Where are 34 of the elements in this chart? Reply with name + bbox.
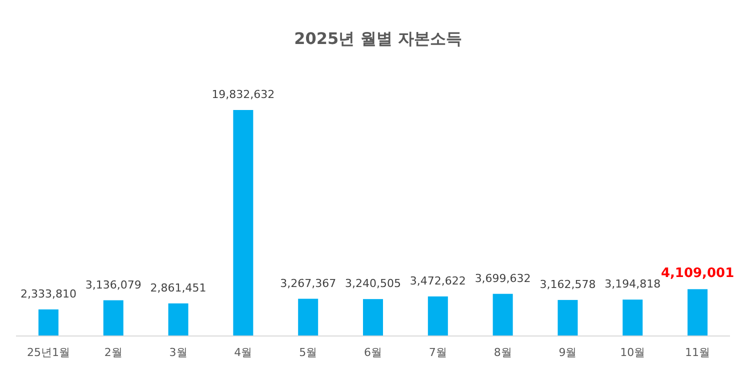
chart-title: 2025년 월별 자본소득 <box>294 29 462 48</box>
x-tick-label: 3월 <box>169 346 188 359</box>
bar <box>103 300 124 336</box>
data-label: 4,109,001 <box>660 266 734 282</box>
bar <box>233 110 254 336</box>
bar <box>38 309 58 336</box>
bar <box>688 289 708 336</box>
x-tick-label: 10월 <box>620 346 646 359</box>
data-label: 3,136,079 <box>85 278 142 292</box>
x-tick-label: 6월 <box>364 346 382 359</box>
x-tick-label: 9월 <box>558 346 577 359</box>
bar <box>428 296 448 336</box>
bar <box>558 300 578 336</box>
data-label: 3,472,622 <box>410 274 466 288</box>
bar <box>622 300 643 336</box>
bar <box>298 298 318 336</box>
data-label: 3,267,367 <box>280 276 336 290</box>
data-label: 3,240,505 <box>345 277 401 290</box>
x-tick-label: 8월 <box>494 346 512 359</box>
x-tick-label: 5월 <box>299 346 318 359</box>
data-label: 3,699,632 <box>474 272 531 285</box>
data-label: 2,333,810 <box>20 287 76 300</box>
bar <box>363 299 383 336</box>
data-label: 19,832,632 <box>212 88 275 101</box>
data-label: 3,194,818 <box>604 278 661 291</box>
bar <box>168 303 188 336</box>
data-label: 3,162,578 <box>540 278 596 291</box>
bar <box>492 294 513 336</box>
x-tick-label: 25년1월 <box>26 346 70 359</box>
x-tick-label: 7월 <box>428 346 447 359</box>
data-label: 2,861,451 <box>150 281 206 294</box>
x-tick-label: 2월 <box>104 346 122 359</box>
x-tick-label: 11월 <box>685 346 710 359</box>
x-tick-label: 4월 <box>234 346 252 359</box>
